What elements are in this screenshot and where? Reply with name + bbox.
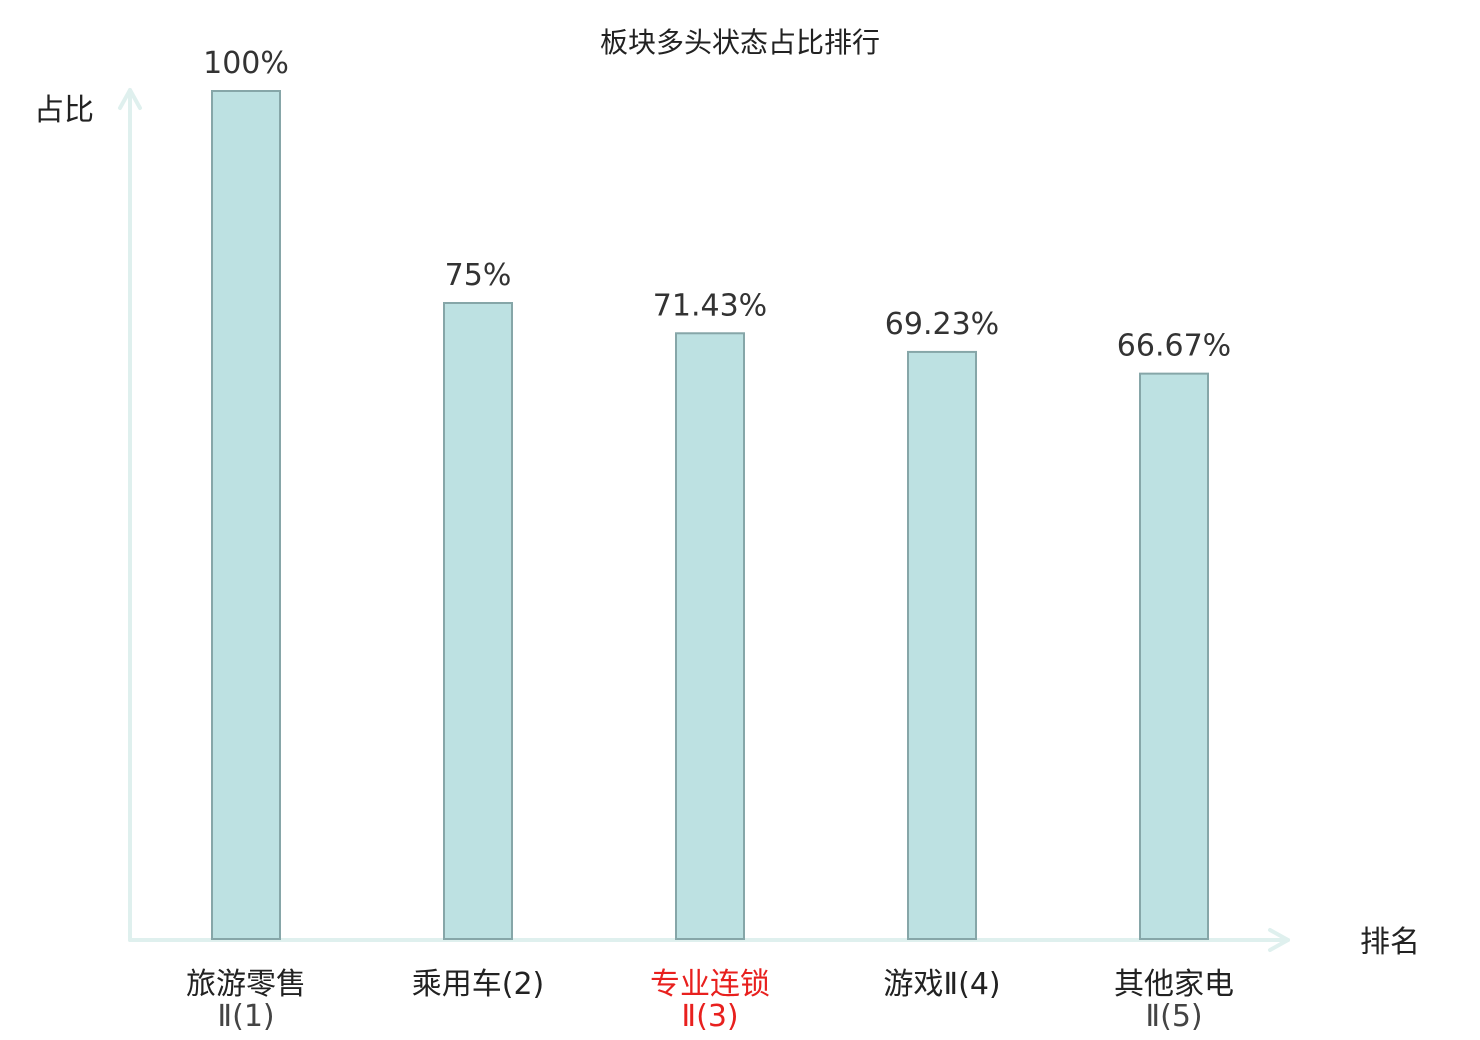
x-tick-label-3: 专业连锁 xyxy=(650,967,770,1002)
data-label-5: 66.67% xyxy=(1117,329,1231,364)
x-tick-label-2: 乘用车(2) xyxy=(412,967,545,1002)
y-axis-arrow xyxy=(118,88,142,110)
bar-1 xyxy=(211,90,281,940)
x-tick-label-1: 旅游零售 xyxy=(186,967,306,1002)
data-label-4: 69.23% xyxy=(885,307,999,342)
axes xyxy=(118,88,1290,952)
chart-title: 板块多头状态占比排行 xyxy=(600,26,880,59)
data-label-1: 100% xyxy=(203,46,289,81)
x-tick-sublabel-1: Ⅱ(1) xyxy=(217,999,274,1034)
x-axis-label: 排名 xyxy=(1360,925,1420,960)
x-tick-sublabel-3: Ⅱ(3) xyxy=(681,999,738,1034)
bar-2 xyxy=(443,302,513,940)
bar-5 xyxy=(1139,372,1209,940)
bar-3 xyxy=(675,332,745,940)
y-axis-label: 占比 xyxy=(34,93,94,128)
x-tick-label-4: 游戏Ⅱ(4) xyxy=(883,967,1000,1002)
x-tick-sublabel-5: Ⅱ(5) xyxy=(1145,999,1202,1034)
data-label-3: 71.43% xyxy=(653,288,767,323)
data-label-2: 75% xyxy=(445,258,512,293)
x-tick-label-5: 其他家电 xyxy=(1114,967,1234,1002)
x-axis-arrow xyxy=(1268,928,1290,952)
bar-4 xyxy=(907,350,977,940)
